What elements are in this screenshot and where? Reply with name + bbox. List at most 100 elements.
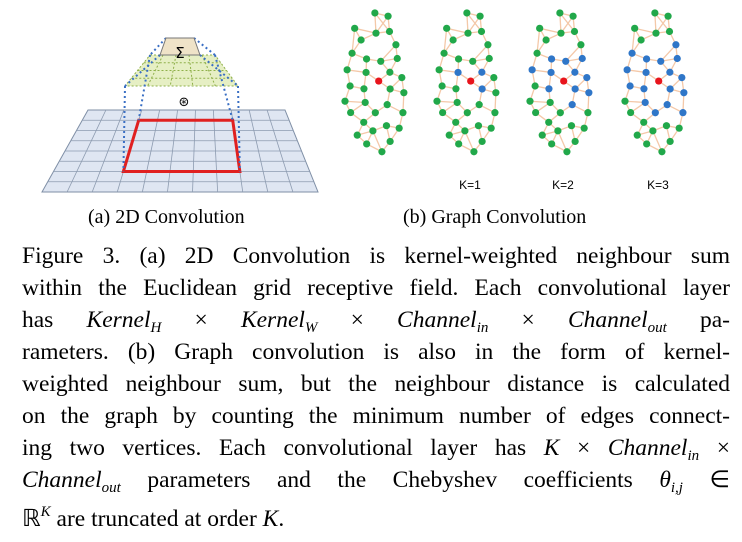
graph-node xyxy=(490,73,498,82)
caption-text: pa- xyxy=(666,307,730,333)
graph-edge xyxy=(446,27,469,34)
graph-node xyxy=(583,73,591,82)
graph-node xyxy=(571,68,579,76)
graph-node xyxy=(679,109,687,117)
conv-symbol: ⊛ xyxy=(179,95,190,110)
graph-node xyxy=(463,9,471,17)
caption-text: H xyxy=(150,320,162,336)
graph-node xyxy=(351,24,359,32)
caption-text: . xyxy=(278,506,285,532)
graph-node xyxy=(666,85,674,93)
graph-node xyxy=(362,55,371,63)
caption-text: K xyxy=(40,504,51,520)
graph-node xyxy=(395,124,403,132)
graph-node xyxy=(384,12,392,20)
graph-edge xyxy=(559,12,576,32)
graph-node xyxy=(628,49,636,57)
graph-node xyxy=(478,68,486,76)
graph-node xyxy=(562,57,570,65)
graph-node xyxy=(377,57,385,65)
graph-node xyxy=(672,41,680,49)
graph-node xyxy=(455,140,463,148)
caption-text: out xyxy=(101,480,121,496)
graph-node xyxy=(580,124,588,132)
caption-text: Channel xyxy=(22,467,102,493)
graph-node xyxy=(360,85,368,93)
graph-node xyxy=(664,12,672,20)
graph-node xyxy=(487,124,495,132)
graph-node xyxy=(463,109,471,117)
graph-node xyxy=(651,109,659,117)
graph-edge xyxy=(374,12,391,32)
caption-line: on the graph by counting the minimum num… xyxy=(22,400,730,432)
caption-text: K xyxy=(543,435,560,461)
caption-text: × xyxy=(488,307,568,333)
graph-node xyxy=(623,66,631,74)
graph-node xyxy=(372,29,380,37)
graph-node xyxy=(585,89,593,97)
graph-node xyxy=(467,77,475,85)
graph-node xyxy=(640,118,648,126)
caption: Figure 3. (a) 2D Convolution is kernel-w… xyxy=(22,240,730,532)
kernel-line xyxy=(188,54,194,87)
kernel-line xyxy=(201,54,216,87)
graph-node xyxy=(399,109,407,117)
graph-node xyxy=(470,148,478,156)
graph-node xyxy=(649,127,657,135)
caption-text: × xyxy=(699,435,730,461)
graph-node xyxy=(651,9,659,17)
caption-text: parameters and the Chebyshev coefficient… xyxy=(120,467,660,493)
graph-node xyxy=(568,101,576,109)
caption-text: ∈ xyxy=(682,467,730,493)
graph-node xyxy=(375,77,383,85)
graph-edge xyxy=(380,44,397,62)
graph-node xyxy=(438,82,446,90)
graph-node xyxy=(477,27,486,36)
graph-node xyxy=(454,68,462,77)
caption-line: rameters. (b) Graph convolution is also … xyxy=(22,336,730,368)
graph-node xyxy=(640,85,648,93)
graph-node xyxy=(346,82,354,90)
graph-edge xyxy=(634,27,657,34)
graph-node xyxy=(433,97,441,105)
graph-node xyxy=(478,137,486,146)
caption-text: within the Euclidean grid receptive fiel… xyxy=(22,275,730,301)
caption-line: Channelout parameters and the Chebyshev … xyxy=(22,464,730,496)
graph-node xyxy=(547,68,555,77)
graph-edge xyxy=(557,130,568,153)
graph-node xyxy=(371,109,379,117)
graph-node xyxy=(642,55,651,63)
caption-text: W xyxy=(304,320,318,336)
projection-line xyxy=(149,37,167,56)
graph-node xyxy=(343,66,351,74)
graph-node xyxy=(626,82,634,90)
graph-label: K=2 xyxy=(552,178,574,192)
caption-text: Kernel xyxy=(240,307,305,333)
caption-text: Channel xyxy=(567,307,648,333)
graph-node xyxy=(675,124,683,132)
caption-text: in xyxy=(476,320,489,336)
caption-text: × xyxy=(559,435,608,461)
projection-line xyxy=(237,85,241,172)
graph-node xyxy=(538,131,546,139)
graph-node xyxy=(643,140,651,148)
graph-node xyxy=(666,68,674,76)
graph-node xyxy=(464,29,472,37)
graph-node xyxy=(563,148,571,156)
graph-node xyxy=(547,55,556,63)
graph-node xyxy=(533,49,541,57)
graph-edge xyxy=(631,28,636,54)
graph-node xyxy=(453,98,461,107)
graph-node xyxy=(655,77,663,85)
caption-text: i,j xyxy=(670,480,683,496)
graph-edge xyxy=(539,27,562,34)
graph-node xyxy=(532,108,540,117)
graph-node xyxy=(560,77,568,85)
caption-text: K xyxy=(262,506,279,532)
graph-node xyxy=(440,49,448,57)
graph-node xyxy=(474,122,483,130)
sum-symbol: Σ xyxy=(175,44,184,62)
caption-line: has KernelH × KernelW × Channelin × Chan… xyxy=(22,304,730,336)
graph-node xyxy=(360,118,368,126)
